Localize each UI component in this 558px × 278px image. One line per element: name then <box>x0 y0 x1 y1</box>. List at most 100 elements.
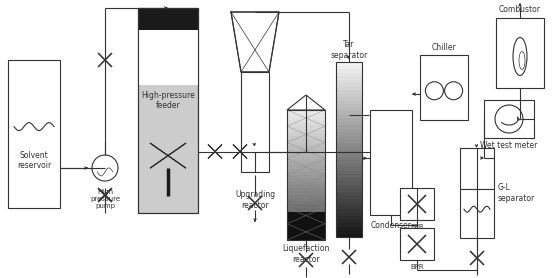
Bar <box>484 100 534 138</box>
Bar <box>138 8 198 213</box>
Bar <box>336 234 362 237</box>
Bar <box>336 115 362 118</box>
Bar <box>336 69 362 73</box>
Bar <box>420 55 468 120</box>
Polygon shape <box>99 189 111 201</box>
Circle shape <box>92 155 118 181</box>
Bar <box>287 172 325 175</box>
Polygon shape <box>231 12 279 72</box>
Bar <box>287 198 325 202</box>
Polygon shape <box>98 188 112 202</box>
Bar <box>336 195 362 199</box>
Bar <box>336 146 362 150</box>
Bar <box>336 118 362 122</box>
Polygon shape <box>98 53 112 67</box>
Bar <box>287 227 325 231</box>
Bar <box>336 125 362 129</box>
Text: Chiller: Chiller <box>432 43 456 51</box>
Bar <box>336 62 362 66</box>
Bar <box>287 143 325 146</box>
Bar <box>287 178 325 182</box>
Polygon shape <box>208 145 222 158</box>
Bar <box>336 160 362 164</box>
Polygon shape <box>208 145 222 158</box>
Bar <box>287 234 325 237</box>
Polygon shape <box>150 143 186 168</box>
Bar <box>336 157 362 160</box>
Bar <box>336 101 362 105</box>
Text: Tar
separator: Tar separator <box>330 40 368 60</box>
Bar <box>336 223 362 227</box>
Bar <box>336 192 362 195</box>
Bar <box>287 136 325 140</box>
Bar <box>370 110 412 215</box>
Bar <box>336 150 362 153</box>
Bar <box>287 217 325 221</box>
Bar <box>336 220 362 224</box>
Polygon shape <box>299 253 313 267</box>
Bar <box>287 113 325 117</box>
Bar <box>336 188 362 192</box>
Bar <box>336 111 362 115</box>
Bar <box>287 168 325 172</box>
Bar <box>287 116 325 120</box>
Polygon shape <box>99 189 111 201</box>
Bar <box>336 90 362 94</box>
Bar <box>336 167 362 171</box>
Bar <box>336 73 362 76</box>
Text: Upgrading
reactor: Upgrading reactor <box>235 190 275 210</box>
Text: High-pressure
feeder: High-pressure feeder <box>141 91 195 110</box>
Text: G-L
separator: G-L separator <box>498 183 535 203</box>
Bar <box>287 237 325 240</box>
Bar <box>336 198 362 202</box>
Bar <box>336 181 362 185</box>
Bar <box>287 211 325 215</box>
Bar <box>400 228 434 260</box>
Polygon shape <box>408 195 426 213</box>
Bar <box>287 159 325 163</box>
Bar <box>336 104 362 108</box>
Bar <box>336 108 362 111</box>
Bar <box>287 207 325 211</box>
Bar <box>287 182 325 185</box>
Bar <box>287 162 325 166</box>
Bar <box>8 60 60 208</box>
Bar <box>336 66 362 70</box>
Polygon shape <box>98 53 112 67</box>
Bar <box>336 209 362 213</box>
Bar <box>336 139 362 143</box>
Bar <box>336 170 362 175</box>
Bar <box>336 202 362 206</box>
Text: Condenser: Condenser <box>371 220 411 230</box>
Bar <box>336 80 362 83</box>
Bar <box>287 230 325 234</box>
Bar <box>336 143 362 147</box>
Polygon shape <box>233 145 247 158</box>
Bar <box>138 30 198 85</box>
Bar <box>336 121 362 125</box>
Bar <box>336 132 362 136</box>
Text: High
pressure
pump: High pressure pump <box>90 189 120 209</box>
Polygon shape <box>342 250 356 264</box>
Bar <box>336 93 362 98</box>
Bar <box>287 175 325 179</box>
Polygon shape <box>150 143 186 168</box>
Bar <box>287 191 325 195</box>
Polygon shape <box>470 251 484 265</box>
Bar <box>336 153 362 157</box>
Text: Combustor: Combustor <box>499 6 541 14</box>
Polygon shape <box>470 251 484 265</box>
Polygon shape <box>248 196 262 210</box>
Bar <box>287 149 325 153</box>
Bar <box>460 188 494 238</box>
Bar <box>287 201 325 205</box>
Bar <box>336 230 362 234</box>
Bar <box>287 165 325 169</box>
Bar <box>336 86 362 91</box>
Bar <box>287 220 325 224</box>
Text: Liquefaction
reactor: Liquefaction reactor <box>282 244 330 264</box>
Bar <box>287 139 325 143</box>
Bar <box>241 72 269 172</box>
Bar <box>138 8 198 30</box>
Bar <box>336 163 362 168</box>
